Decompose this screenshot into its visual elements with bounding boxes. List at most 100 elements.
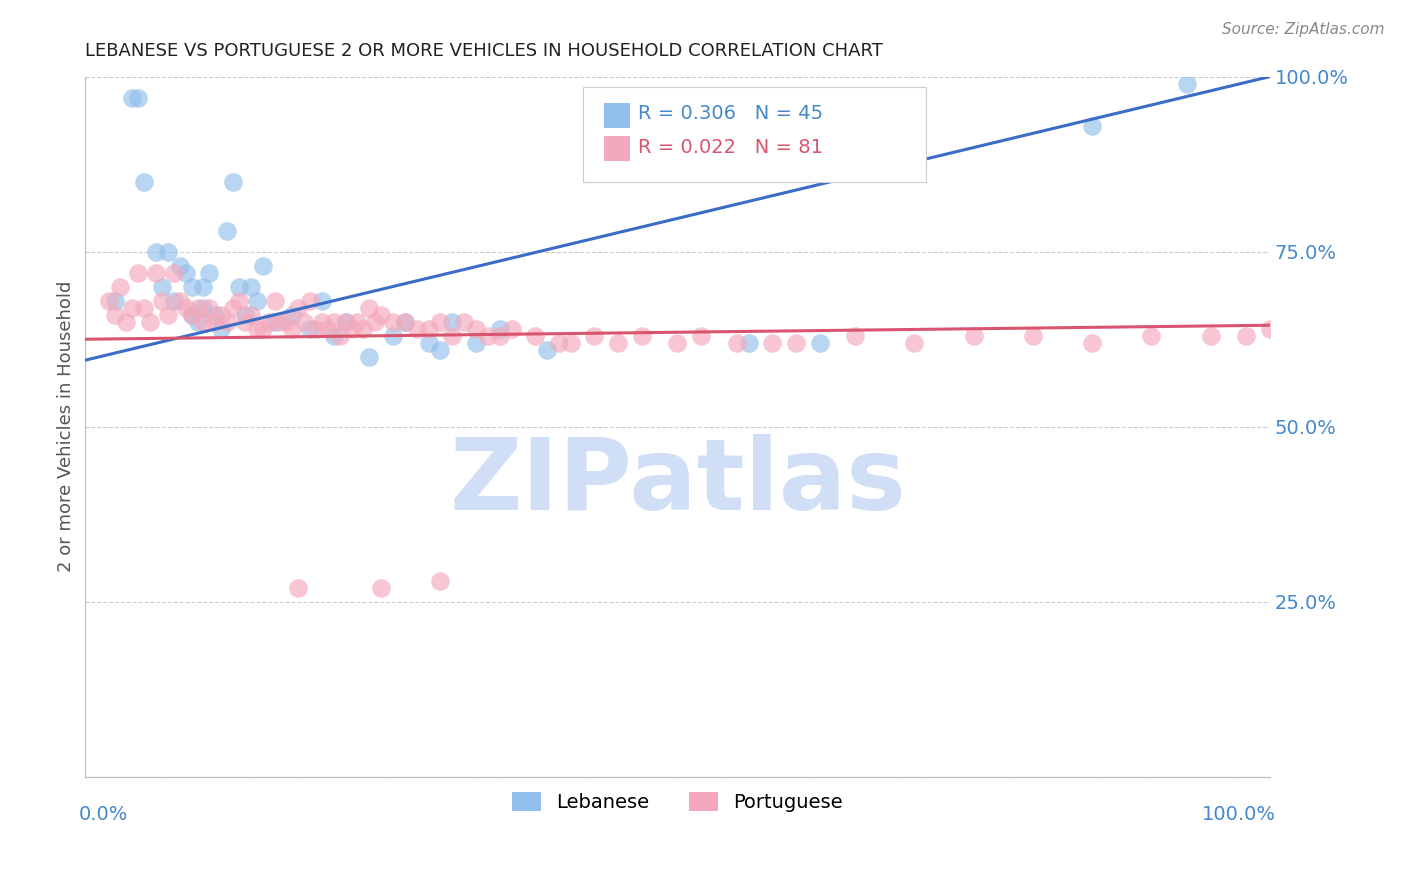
Point <box>292 315 315 329</box>
Text: Source: ZipAtlas.com: Source: ZipAtlas.com <box>1222 22 1385 37</box>
Point <box>844 328 866 343</box>
Text: R = 0.306   N = 45: R = 0.306 N = 45 <box>638 104 824 123</box>
Point <box>441 315 464 329</box>
Point <box>209 308 232 322</box>
Point <box>429 343 451 357</box>
Point <box>477 328 499 343</box>
Point <box>222 175 245 189</box>
Point <box>103 308 125 322</box>
Point <box>150 293 173 308</box>
Point <box>239 279 262 293</box>
Point <box>690 328 713 343</box>
Point <box>524 328 547 343</box>
Point <box>145 266 167 280</box>
Point <box>370 581 392 595</box>
Point <box>963 328 986 343</box>
Point <box>501 322 523 336</box>
Point <box>110 279 132 293</box>
Point <box>488 328 510 343</box>
Point <box>222 301 245 315</box>
Point <box>299 293 322 308</box>
Point <box>903 335 925 350</box>
Point <box>583 328 606 343</box>
Point <box>405 322 427 336</box>
Point <box>193 315 215 329</box>
Point <box>880 139 903 153</box>
Point <box>150 279 173 293</box>
Point <box>418 335 440 350</box>
Bar <box>605 103 630 128</box>
Point <box>287 581 309 595</box>
Point <box>228 293 250 308</box>
Text: R = 0.022   N = 81: R = 0.022 N = 81 <box>638 138 824 157</box>
Point <box>322 328 344 343</box>
Point <box>233 315 256 329</box>
Point <box>346 315 368 329</box>
Point <box>335 315 357 329</box>
Point <box>299 322 322 336</box>
Point <box>180 279 202 293</box>
Point <box>163 293 186 308</box>
FancyBboxPatch shape <box>582 87 927 182</box>
Point <box>465 322 488 336</box>
Point <box>607 335 630 350</box>
Point <box>370 308 392 322</box>
Point <box>737 335 759 350</box>
Point <box>276 315 298 329</box>
Point <box>169 259 191 273</box>
Point <box>488 322 510 336</box>
Point <box>169 293 191 308</box>
Point <box>204 308 226 322</box>
Point <box>257 315 280 329</box>
Point <box>441 328 464 343</box>
Point <box>263 293 285 308</box>
Point <box>394 315 416 329</box>
Point <box>725 335 748 350</box>
Point <box>174 266 197 280</box>
Point <box>97 293 120 308</box>
Point <box>163 266 186 280</box>
Point <box>139 315 162 329</box>
Point <box>156 308 179 322</box>
Point <box>134 175 156 189</box>
Point <box>359 350 381 364</box>
Point <box>127 90 149 104</box>
Text: 0.0%: 0.0% <box>79 805 128 824</box>
Point <box>198 301 221 315</box>
Point <box>305 322 328 336</box>
Y-axis label: 2 or more Vehicles in Household: 2 or more Vehicles in Household <box>58 281 75 573</box>
Text: ZIPatlas: ZIPatlas <box>449 434 905 532</box>
Point <box>536 343 558 357</box>
Point <box>394 315 416 329</box>
Point <box>180 308 202 322</box>
Point <box>174 301 197 315</box>
Point <box>121 301 143 315</box>
Point <box>548 335 571 350</box>
Point <box>418 322 440 336</box>
Point <box>382 315 405 329</box>
Point <box>666 335 689 350</box>
Point <box>761 335 783 350</box>
Point <box>560 335 582 350</box>
Text: LEBANESE VS PORTUGUESE 2 OR MORE VEHICLES IN HOUSEHOLD CORRELATION CHART: LEBANESE VS PORTUGUESE 2 OR MORE VEHICLE… <box>84 42 883 60</box>
Point <box>1022 328 1045 343</box>
Point <box>127 266 149 280</box>
Point <box>115 315 138 329</box>
Point <box>340 322 363 336</box>
Point <box>186 315 208 329</box>
Point <box>453 315 475 329</box>
Legend: Lebanese, Portuguese: Lebanese, Portuguese <box>505 784 851 820</box>
Point <box>228 279 250 293</box>
Point <box>465 335 488 350</box>
Point <box>1081 119 1104 133</box>
Point <box>281 308 304 322</box>
Point <box>808 335 831 350</box>
Point <box>156 244 179 259</box>
Point <box>1234 328 1257 343</box>
Point <box>785 335 807 350</box>
Point <box>246 322 269 336</box>
Point <box>316 322 339 336</box>
Point <box>1140 328 1163 343</box>
Point <box>352 322 374 336</box>
Point <box>364 315 387 329</box>
